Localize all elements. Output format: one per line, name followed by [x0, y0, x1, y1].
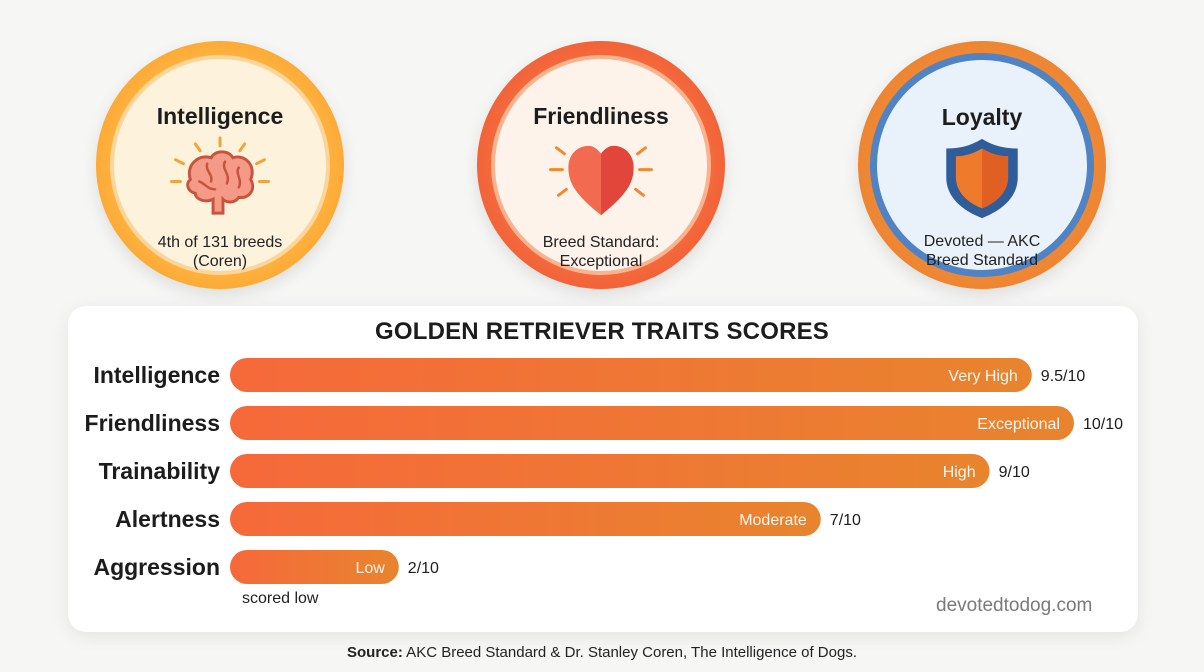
loyalty-caption-line2: Breed Standard	[925, 252, 1039, 269]
intelligence-badge: Intelligence 4th of 131 breeds (Coren)	[96, 41, 344, 289]
value-label-aggression: 2/10	[408, 560, 439, 577]
brain-icon	[170, 136, 270, 215]
value-label-intelligence: 9.5/10	[1041, 368, 1086, 385]
category-label-trainability: Trainability	[99, 458, 221, 484]
value-label-friendliness: 10/10	[1083, 416, 1123, 433]
intelligence-caption-line1: 4th of 131 breeds	[157, 234, 283, 251]
bar-label-friendliness: Exceptional	[977, 416, 1060, 433]
loyalty-badge-inner: Loyalty Devoted — AKC Breed Standard	[870, 53, 1094, 277]
intelligence-caption-line2: (Coren)	[192, 253, 248, 270]
aggression-note: scored low	[242, 590, 319, 607]
heart-icon	[549, 145, 653, 216]
loyalty-caption-line1: Devoted — AKC	[923, 233, 1041, 250]
bar-label-trainability: High	[943, 464, 976, 481]
category-label-friendliness: Friendliness	[85, 410, 220, 436]
bar-label-aggression: Low	[355, 560, 385, 577]
friendliness-badge-title: Friendliness	[533, 103, 669, 129]
friendliness-caption-line2: Exceptional	[559, 253, 643, 270]
source-line: Source: AKC Breed Standard & Dr. Stanley…	[0, 644, 1204, 661]
friendliness-badge-inner: Friendliness Breed Standard: Exceptional	[491, 55, 711, 275]
loyalty-badge: Loyalty Devoted — AKC Breed Standard	[858, 41, 1106, 289]
loyalty-badge-caption: Devoted — AKC Breed Standard	[897, 232, 1067, 270]
intelligence-badge-inner: Intelligence 4th of 131 breeds (Coren)	[110, 55, 330, 275]
loyalty-badge-title: Loyalty	[941, 104, 1023, 130]
bar-intelligence	[230, 358, 1032, 392]
friendliness-badge-caption: Breed Standard: Exceptional	[516, 233, 686, 271]
category-label-aggression: Aggression	[93, 554, 220, 580]
bar-alertness	[230, 502, 821, 536]
watermark: devotedtodog.com	[936, 595, 1093, 616]
friendliness-badge: Friendliness Breed Standard: Exceptional	[477, 41, 725, 289]
source-label: Source:	[346, 644, 403, 661]
intelligence-badge-title: Intelligence	[156, 103, 284, 129]
value-label-trainability: 9/10	[999, 464, 1030, 481]
bar-label-intelligence: Very High	[948, 368, 1017, 385]
shield-icon	[946, 138, 1018, 219]
bar-trainability	[230, 454, 990, 488]
intelligence-badge-caption: 4th of 131 breeds (Coren)	[135, 233, 305, 271]
bar-aggression	[230, 550, 399, 584]
bar-label-alertness: Moderate	[739, 512, 807, 529]
category-label-intelligence: Intelligence	[93, 362, 220, 388]
friendliness-caption-line1: Breed Standard:	[542, 234, 660, 251]
chart-title: GOLDEN RETRIEVER TRAITS SCORES	[374, 318, 830, 345]
value-label-alertness: 7/10	[830, 512, 861, 529]
bar-friendliness	[230, 406, 1074, 440]
category-label-alertness: Alertness	[115, 506, 220, 532]
source-text: AKC Breed Standard & Dr. Stanley Coren, …	[402, 644, 857, 661]
